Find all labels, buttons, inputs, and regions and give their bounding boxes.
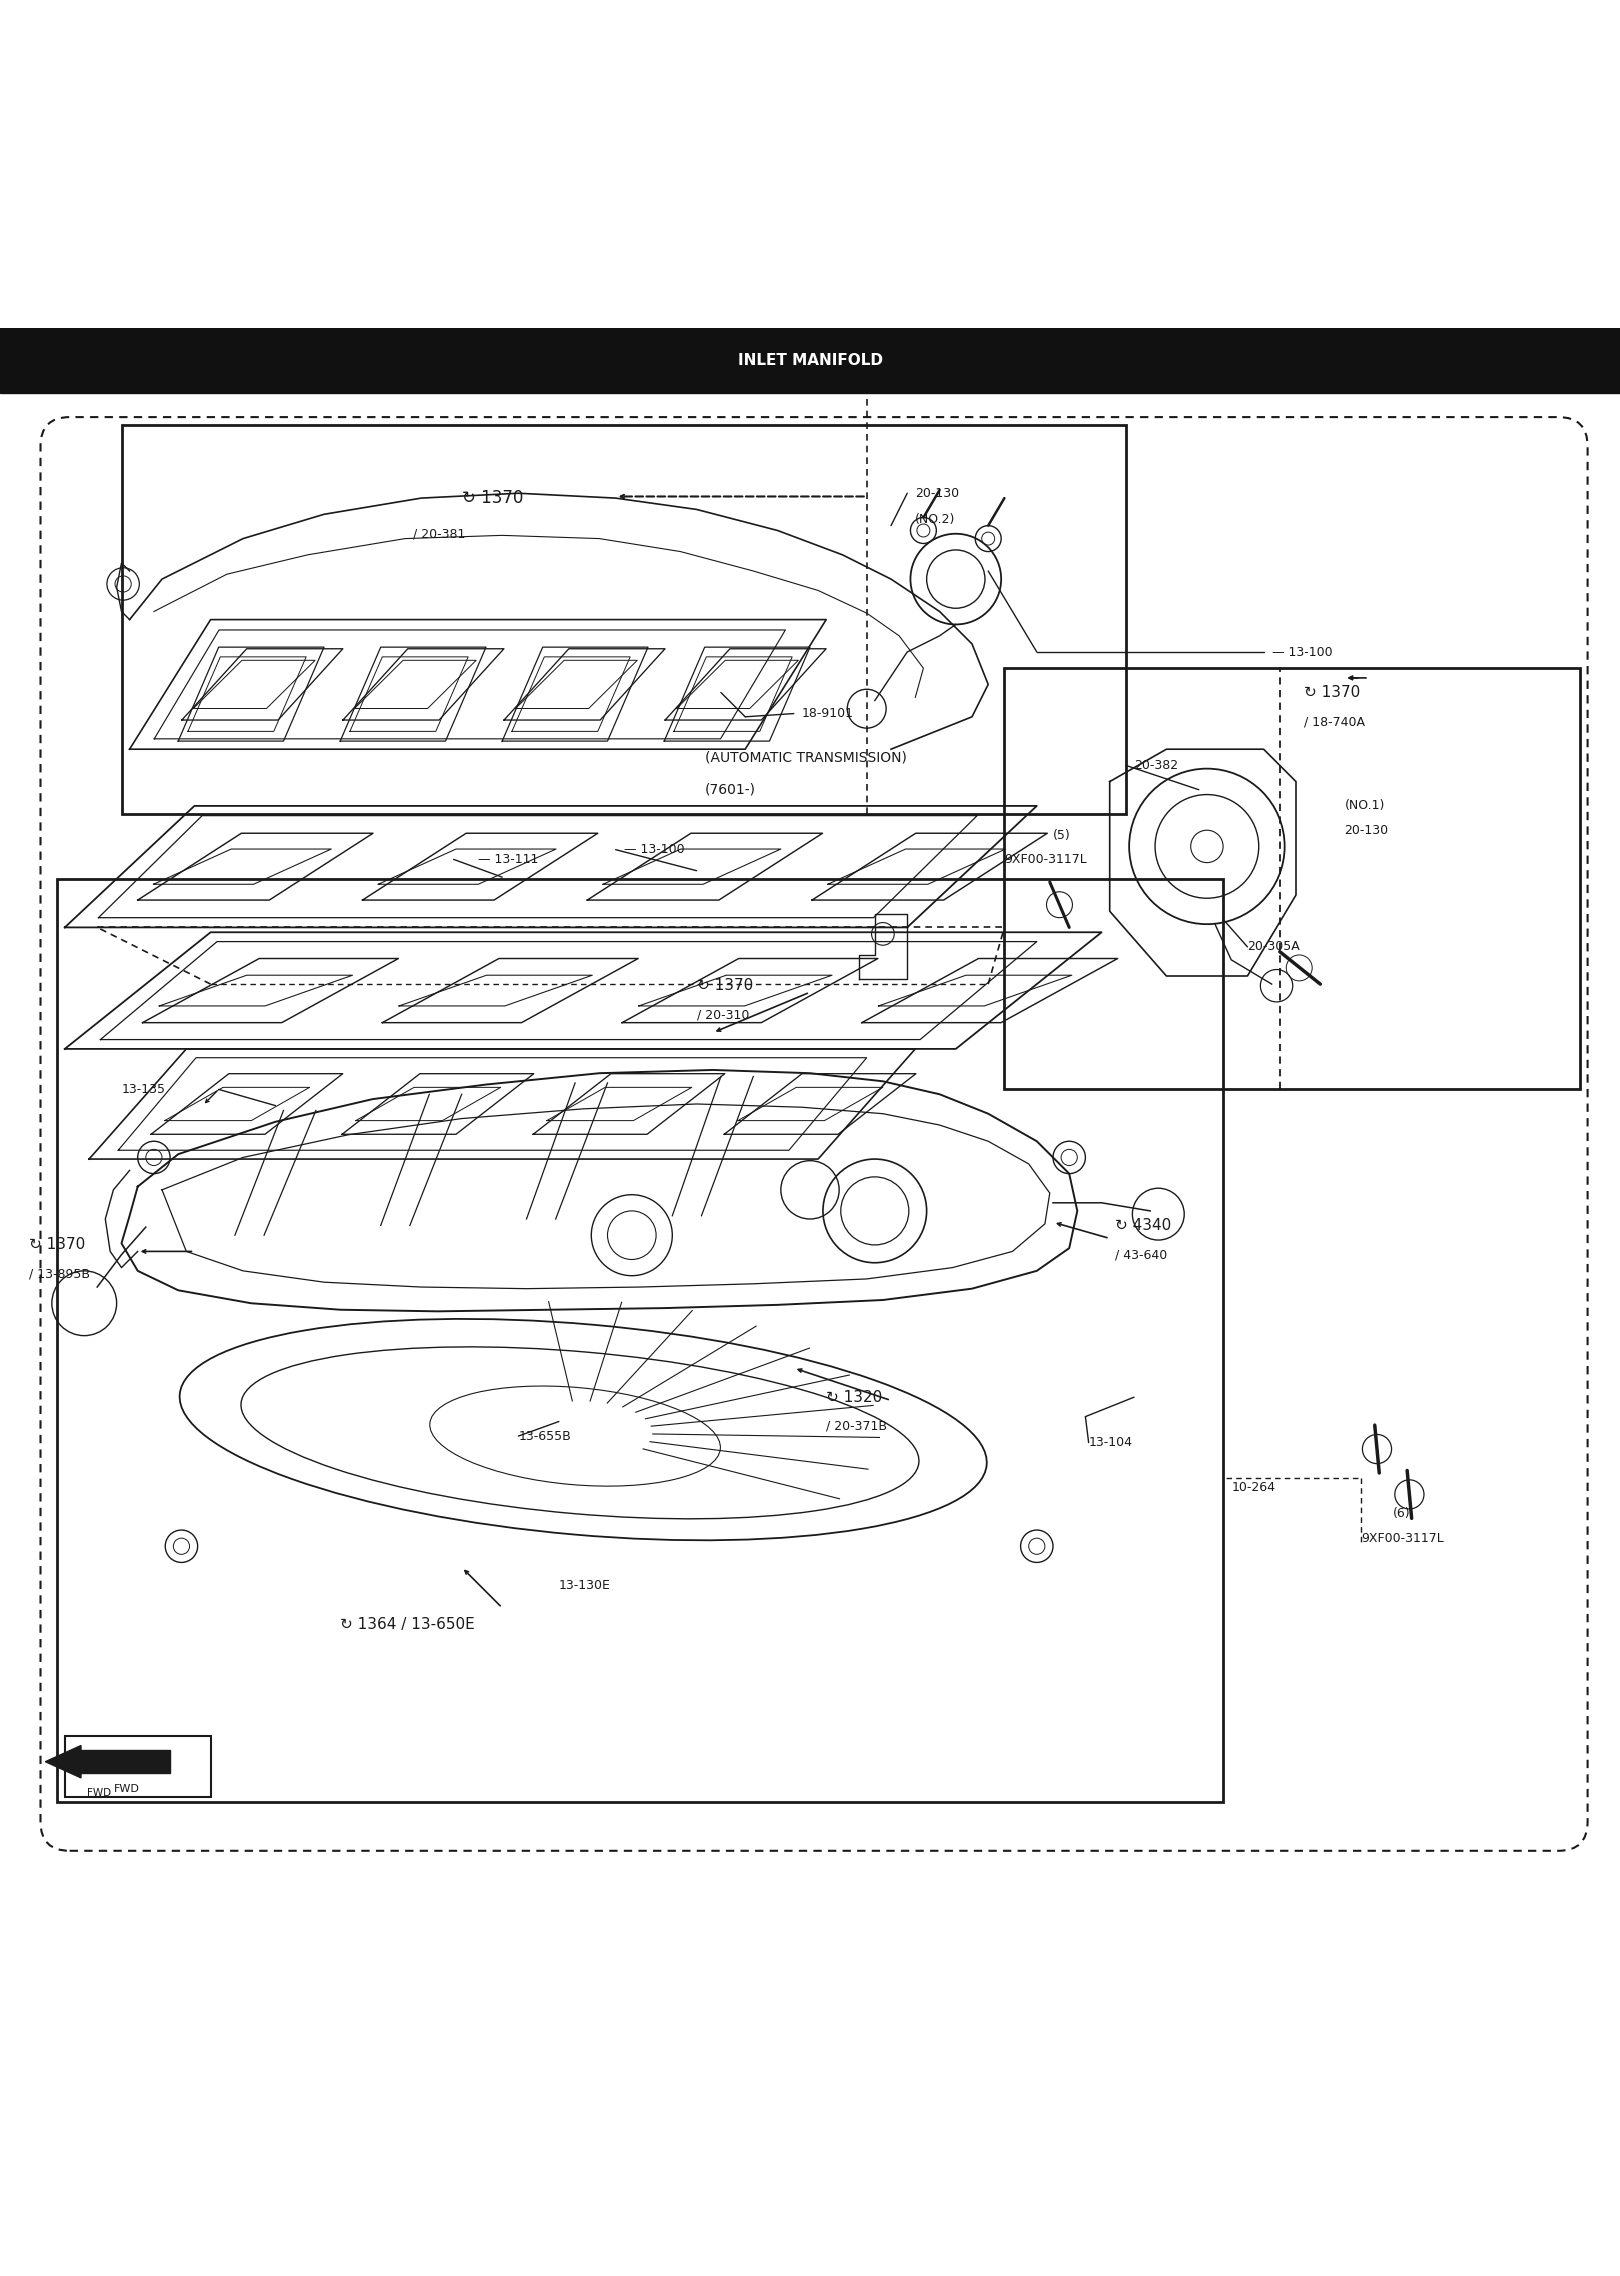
Text: FWD: FWD	[113, 1784, 139, 1793]
Text: — 13-100: — 13-100	[1272, 646, 1332, 658]
Text: 13-135: 13-135	[122, 1083, 165, 1097]
Text: 13-655B: 13-655B	[518, 1429, 572, 1443]
Text: / 20-310: / 20-310	[697, 1008, 748, 1022]
Text: INLET MANIFOLD: INLET MANIFOLD	[737, 353, 883, 369]
Text: / 20-381: / 20-381	[413, 528, 465, 539]
Text: / 43-640: / 43-640	[1115, 1247, 1166, 1261]
Text: / 20-371B: / 20-371B	[826, 1420, 888, 1434]
Text: 9XF00-3117L: 9XF00-3117L	[1361, 1532, 1443, 1545]
Text: ↻ 1370: ↻ 1370	[697, 979, 753, 992]
Text: — 13-111: — 13-111	[478, 854, 538, 865]
Text: 20-130: 20-130	[915, 487, 959, 501]
Bar	[122, 426, 1126, 815]
Text: (NO.2): (NO.2)	[915, 512, 956, 526]
Text: 10-264: 10-264	[1231, 1482, 1275, 1495]
Bar	[65, 1737, 211, 1798]
Text: (AUTOMATIC TRANSMISSION): (AUTOMATIC TRANSMISSION)	[705, 751, 907, 765]
Text: ↻ 1364 / 13-650E: ↻ 1364 / 13-650E	[340, 1616, 475, 1632]
Bar	[1004, 669, 1580, 1090]
Text: 20-382: 20-382	[1134, 758, 1178, 772]
Bar	[57, 879, 1223, 1803]
Text: / 13-895B: / 13-895B	[29, 1268, 91, 1281]
Text: 20-305A: 20-305A	[1247, 940, 1301, 954]
Text: (5): (5)	[1053, 828, 1071, 842]
Text: ↻ 1370: ↻ 1370	[462, 489, 523, 508]
Text: 9XF00-3117L: 9XF00-3117L	[1004, 854, 1087, 865]
Polygon shape	[45, 1746, 81, 1778]
Text: (6): (6)	[1393, 1507, 1411, 1520]
Circle shape	[1191, 831, 1223, 863]
Text: 18-9101: 18-9101	[802, 708, 854, 719]
Text: ↻ 1320: ↻ 1320	[826, 1391, 883, 1404]
Text: 13-130E: 13-130E	[559, 1580, 611, 1591]
Text: / 18-740A: / 18-740A	[1304, 715, 1366, 728]
Text: (NO.1): (NO.1)	[1345, 799, 1385, 813]
Bar	[81, 1750, 170, 1773]
Text: ↻ 1370: ↻ 1370	[29, 1238, 86, 1252]
Text: 20-130: 20-130	[1345, 824, 1388, 838]
Text: — 13-100: — 13-100	[624, 842, 684, 856]
Text: 13-104: 13-104	[1089, 1436, 1132, 1450]
Bar	[0, 328, 1620, 394]
Text: (7601-): (7601-)	[705, 783, 755, 797]
Text: FWD: FWD	[87, 1787, 112, 1798]
Text: ↻ 1370: ↻ 1370	[1304, 685, 1361, 701]
Text: ↻ 4340: ↻ 4340	[1115, 1218, 1171, 1234]
